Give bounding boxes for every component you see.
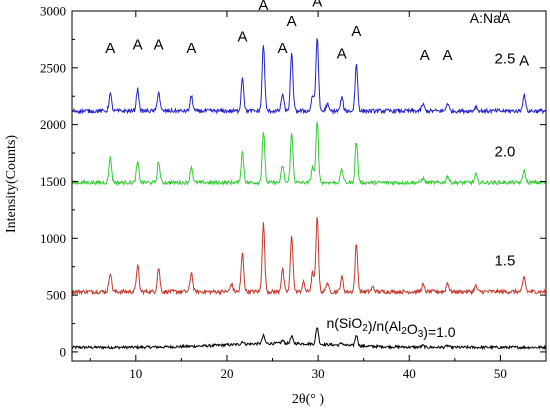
peak-marker-label: A — [258, 0, 268, 14]
series-label-2: 2.0 — [495, 143, 516, 160]
peak-marker-label: A — [278, 40, 288, 57]
peak-marker-label: A — [351, 23, 361, 40]
peak-marker-label: A — [420, 47, 430, 64]
x-tick-label: 50 — [494, 366, 507, 381]
x-tick-label: 40 — [403, 366, 416, 381]
y-tick-label: 2500 — [40, 60, 66, 75]
y-tick-label: 1500 — [40, 174, 66, 189]
x-tick-label: 10 — [129, 366, 142, 381]
peak-marker-label: A — [237, 29, 247, 46]
plot-frame — [71, 10, 547, 362]
series-label-3: 2.5 — [495, 50, 516, 67]
series-line-0 — [71, 327, 546, 351]
peak-marker-label: A — [519, 53, 529, 70]
peak-marker-label: A — [287, 13, 297, 30]
series-line-3 — [71, 38, 546, 115]
peak-marker-label: A — [133, 37, 143, 54]
x-tick-label: 30 — [312, 366, 325, 381]
series-layer — [71, 38, 546, 351]
series-label-1: 1.5 — [495, 253, 516, 270]
y-tick-label: 0 — [60, 344, 67, 359]
y-tick-label: 1000 — [40, 231, 66, 246]
peak-marker-label: A — [105, 40, 115, 57]
peak-marker-label: A — [337, 46, 347, 63]
series-line-1 — [71, 217, 546, 296]
series-line-2 — [71, 121, 546, 187]
peak-marker-label: A — [154, 37, 164, 54]
y-tick-label: 500 — [47, 288, 67, 303]
peak-marker-label: A — [312, 0, 322, 10]
y-tick-label: 3000 — [40, 4, 66, 19]
legend-note: A:NaA — [470, 10, 511, 26]
y-axis-title: Intensity(Counts) — [4, 135, 19, 233]
x-axis-title: 2θ(° ) — [292, 392, 324, 407]
peak-marker-label: A — [186, 40, 196, 57]
y-tick-label: 2000 — [40, 117, 66, 132]
x-tick-label: 20 — [220, 366, 233, 381]
peak-marker-label: A — [443, 47, 453, 64]
series-label-0: n(SiO2)/n(Al2O3)=1.0 — [326, 315, 455, 340]
